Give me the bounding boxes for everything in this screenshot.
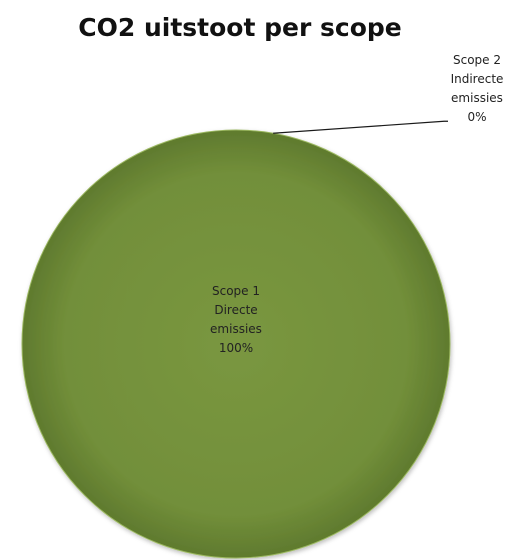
pie-slices bbox=[21, 129, 451, 559]
slice-data-label: Scope 2 Indirecte emissies 0% bbox=[451, 53, 504, 124]
leader-line bbox=[273, 120, 448, 134]
slice-data-label: Scope 1 Directe emissies 100% bbox=[210, 284, 262, 355]
pie-slice bbox=[21, 129, 451, 559]
pie-data-labels: Scope 1 Directe emissies 100% Scope 2 Indirec… bbox=[210, 53, 503, 355]
chart-title: CO2 uitstoot per scope bbox=[78, 13, 401, 42]
